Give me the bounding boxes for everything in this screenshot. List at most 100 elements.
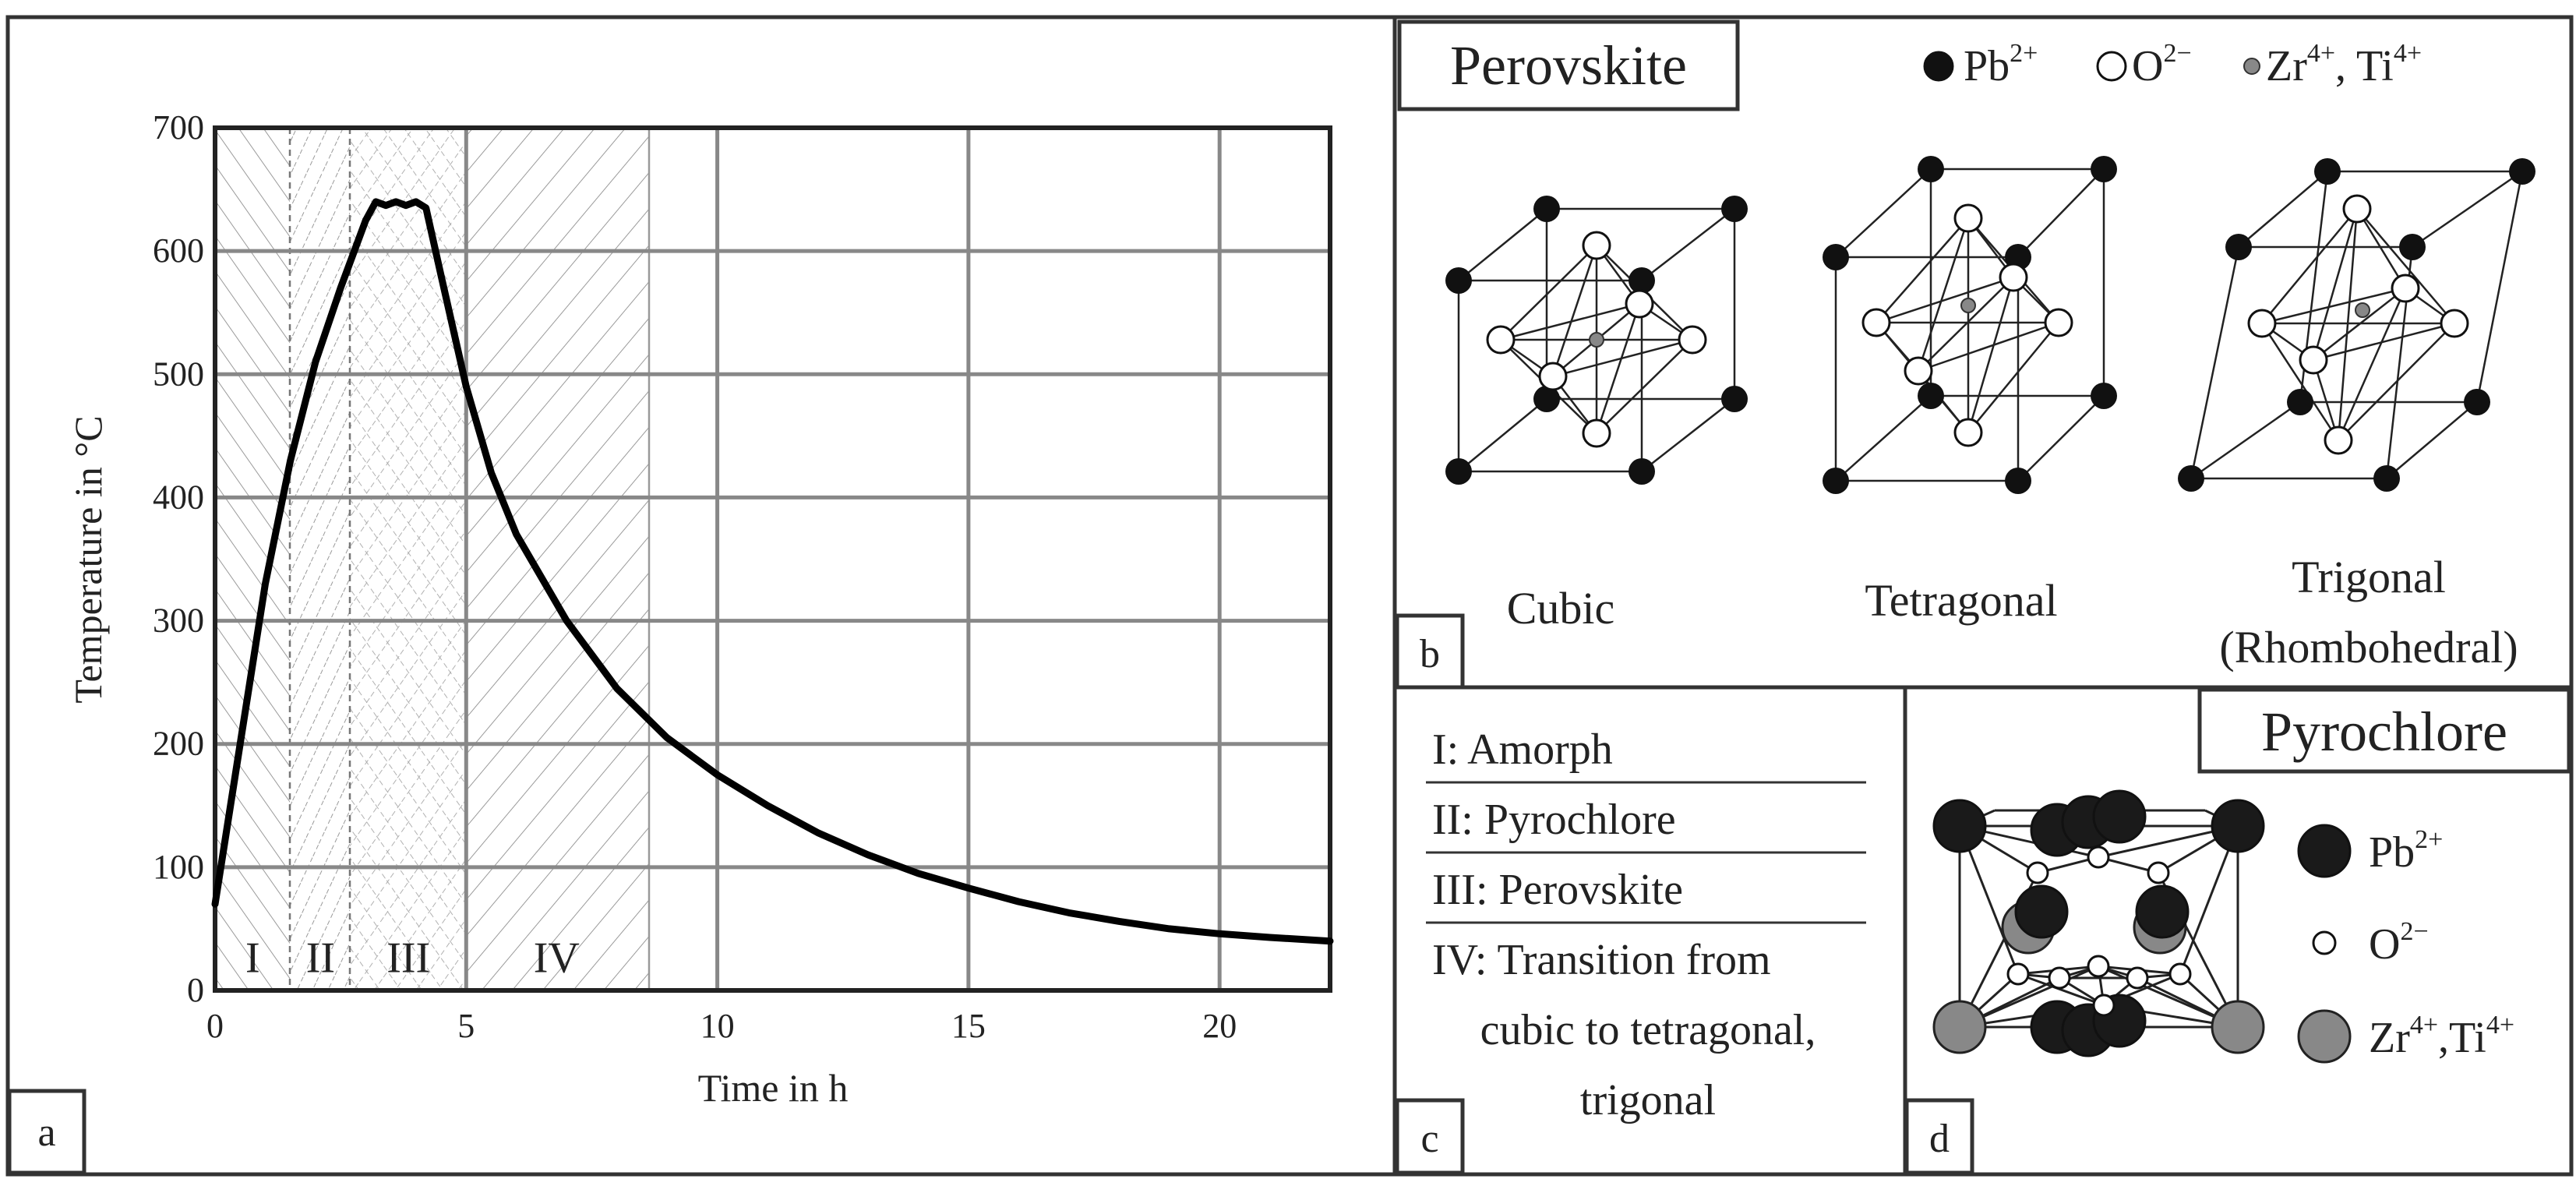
pb-atom bbox=[1932, 799, 1987, 853]
o-atom bbox=[1861, 308, 1891, 337]
structure-label-rhombohedral: (Rhombohedral) bbox=[2219, 622, 2518, 672]
panel-c-phases: I: Amorph II: Pyrochlore III: Perovskite… bbox=[1395, 725, 1866, 1175]
bond-line bbox=[2261, 208, 2358, 324]
region-i-hatch bbox=[215, 128, 290, 990]
bond-line bbox=[1641, 398, 1735, 472]
zr-ti-legend-label: Zr4+, Ti4+ bbox=[2266, 39, 2422, 90]
y-tick-label: 0 bbox=[187, 971, 204, 1009]
pb-atom bbox=[1533, 386, 1560, 412]
bond-line bbox=[1641, 208, 1735, 281]
phase-item-iv-line2: cubic to tetragonal, bbox=[1480, 1006, 1816, 1054]
x-tick-label: 10 bbox=[700, 1007, 735, 1045]
o-atom bbox=[2048, 966, 2071, 990]
pyrochlore-structure bbox=[1932, 789, 2265, 1057]
perovskite-title-box bbox=[1397, 19, 1740, 111]
pb-atom bbox=[1533, 196, 1560, 222]
bond-line bbox=[2312, 208, 2359, 361]
phase-item-i: I: Amorph bbox=[1432, 725, 1613, 774]
o-atom bbox=[2006, 962, 2030, 986]
bond-line bbox=[1595, 303, 1641, 434]
bond-line bbox=[1500, 302, 1640, 341]
tick-labels: 0 100 200 300 400 500 600 700 0 5 10 15 20 bbox=[153, 108, 1237, 1045]
bond-line bbox=[2017, 168, 2105, 258]
o-atom bbox=[2391, 274, 2420, 303]
o-atom bbox=[2342, 194, 2372, 224]
o-atom bbox=[1678, 325, 1707, 355]
bond-line bbox=[1876, 217, 1969, 323]
bond-line bbox=[1551, 245, 1598, 377]
pb-atom bbox=[1445, 267, 1472, 294]
structure-label-tetragonal: Tetragonal bbox=[1865, 575, 2057, 626]
pyrochlore-legend: Pb2+ O2− Zr4+,Ti4+ bbox=[2297, 824, 2514, 1064]
bond-line bbox=[1835, 168, 1932, 258]
zr-ti-legend-label: Zr4+,Ti4+ bbox=[2369, 1011, 2514, 1062]
grid bbox=[215, 128, 1330, 990]
bond-line bbox=[1458, 398, 1547, 472]
o-legend-label: O2− bbox=[2132, 39, 2192, 90]
o-atom bbox=[1486, 325, 1516, 355]
o-atom bbox=[2126, 966, 2149, 990]
o-atom bbox=[2044, 308, 2073, 337]
y-tick-label: 500 bbox=[153, 355, 204, 393]
region-label: III bbox=[386, 934, 430, 982]
panel-b-label-box bbox=[1395, 613, 1465, 690]
o-atom bbox=[2440, 309, 2469, 338]
y-tick-label: 400 bbox=[153, 478, 204, 516]
bond-line bbox=[1918, 321, 2059, 372]
pb-atom bbox=[2464, 389, 2490, 415]
y-tick-label: 600 bbox=[153, 231, 204, 270]
temperature-series-line bbox=[211, 198, 1334, 945]
y-tick-label: 200 bbox=[153, 725, 204, 763]
bond-line bbox=[1500, 245, 1597, 341]
x-tick-label: 5 bbox=[457, 1007, 475, 1045]
bond-line bbox=[1596, 339, 1693, 434]
bond-line bbox=[2190, 401, 2301, 480]
pb-atom bbox=[2091, 383, 2117, 409]
region-iii-hatch-b bbox=[350, 128, 468, 990]
o-atom bbox=[2247, 309, 2277, 338]
bond-line bbox=[2355, 208, 2407, 289]
bond-line bbox=[2412, 170, 2523, 249]
pb-atom bbox=[2314, 158, 2341, 185]
pb-legend-label: Pb2+ bbox=[2369, 825, 2443, 877]
pb-atom bbox=[2005, 468, 2031, 494]
panel-d-pyrochlore: Pyrochlore Pb2+ O2− Zr4+,Ti4+ d bbox=[1904, 687, 2571, 1175]
structure-label-trigonal: Trigonal bbox=[2292, 552, 2446, 602]
pb-legend-icon bbox=[2297, 824, 2352, 878]
panel-d-label: d bbox=[1929, 1117, 1950, 1161]
bond-line bbox=[2017, 395, 2105, 482]
bond-line bbox=[2337, 208, 2359, 441]
bond-line bbox=[2260, 323, 2340, 441]
perovskite-legend: Pb2+ O2− Zr4+, Ti4+ bbox=[1923, 39, 2422, 90]
bond-line bbox=[1967, 322, 2059, 433]
bond-line bbox=[1918, 277, 2014, 372]
bond-line bbox=[2261, 287, 2406, 325]
pb-legend-icon bbox=[1923, 51, 1954, 82]
pb-atom bbox=[2509, 158, 2535, 185]
bond-line bbox=[2386, 401, 2478, 479]
bond-line bbox=[1967, 277, 2015, 433]
zr-ti-legend-icon bbox=[2297, 1009, 2352, 1064]
region-label: I bbox=[245, 934, 260, 982]
pb-atom bbox=[1918, 156, 1944, 182]
zr-ti-atom bbox=[2355, 302, 2370, 318]
region-ii-hatch bbox=[290, 128, 350, 990]
zr-ti-atom bbox=[1932, 1000, 1987, 1054]
bond-line bbox=[1917, 217, 1970, 372]
o-atom bbox=[1625, 289, 1654, 319]
region-iv-hatch bbox=[468, 128, 649, 990]
panel-c-label: c bbox=[1420, 1117, 1438, 1161]
o-atom bbox=[2168, 962, 2192, 986]
panel-c-label-box bbox=[1395, 1098, 1465, 1175]
perovskite-title: Perovskite bbox=[1450, 34, 1687, 97]
pb-atom bbox=[2135, 884, 2190, 939]
o-atom bbox=[1999, 263, 2028, 292]
pb-atom bbox=[2092, 789, 2147, 844]
o-atom bbox=[2087, 955, 2110, 978]
bond-line bbox=[2238, 171, 2328, 248]
bond-line bbox=[1876, 276, 2014, 324]
pb-atom bbox=[1823, 244, 1849, 270]
panel-b-label: b bbox=[1420, 632, 1440, 676]
